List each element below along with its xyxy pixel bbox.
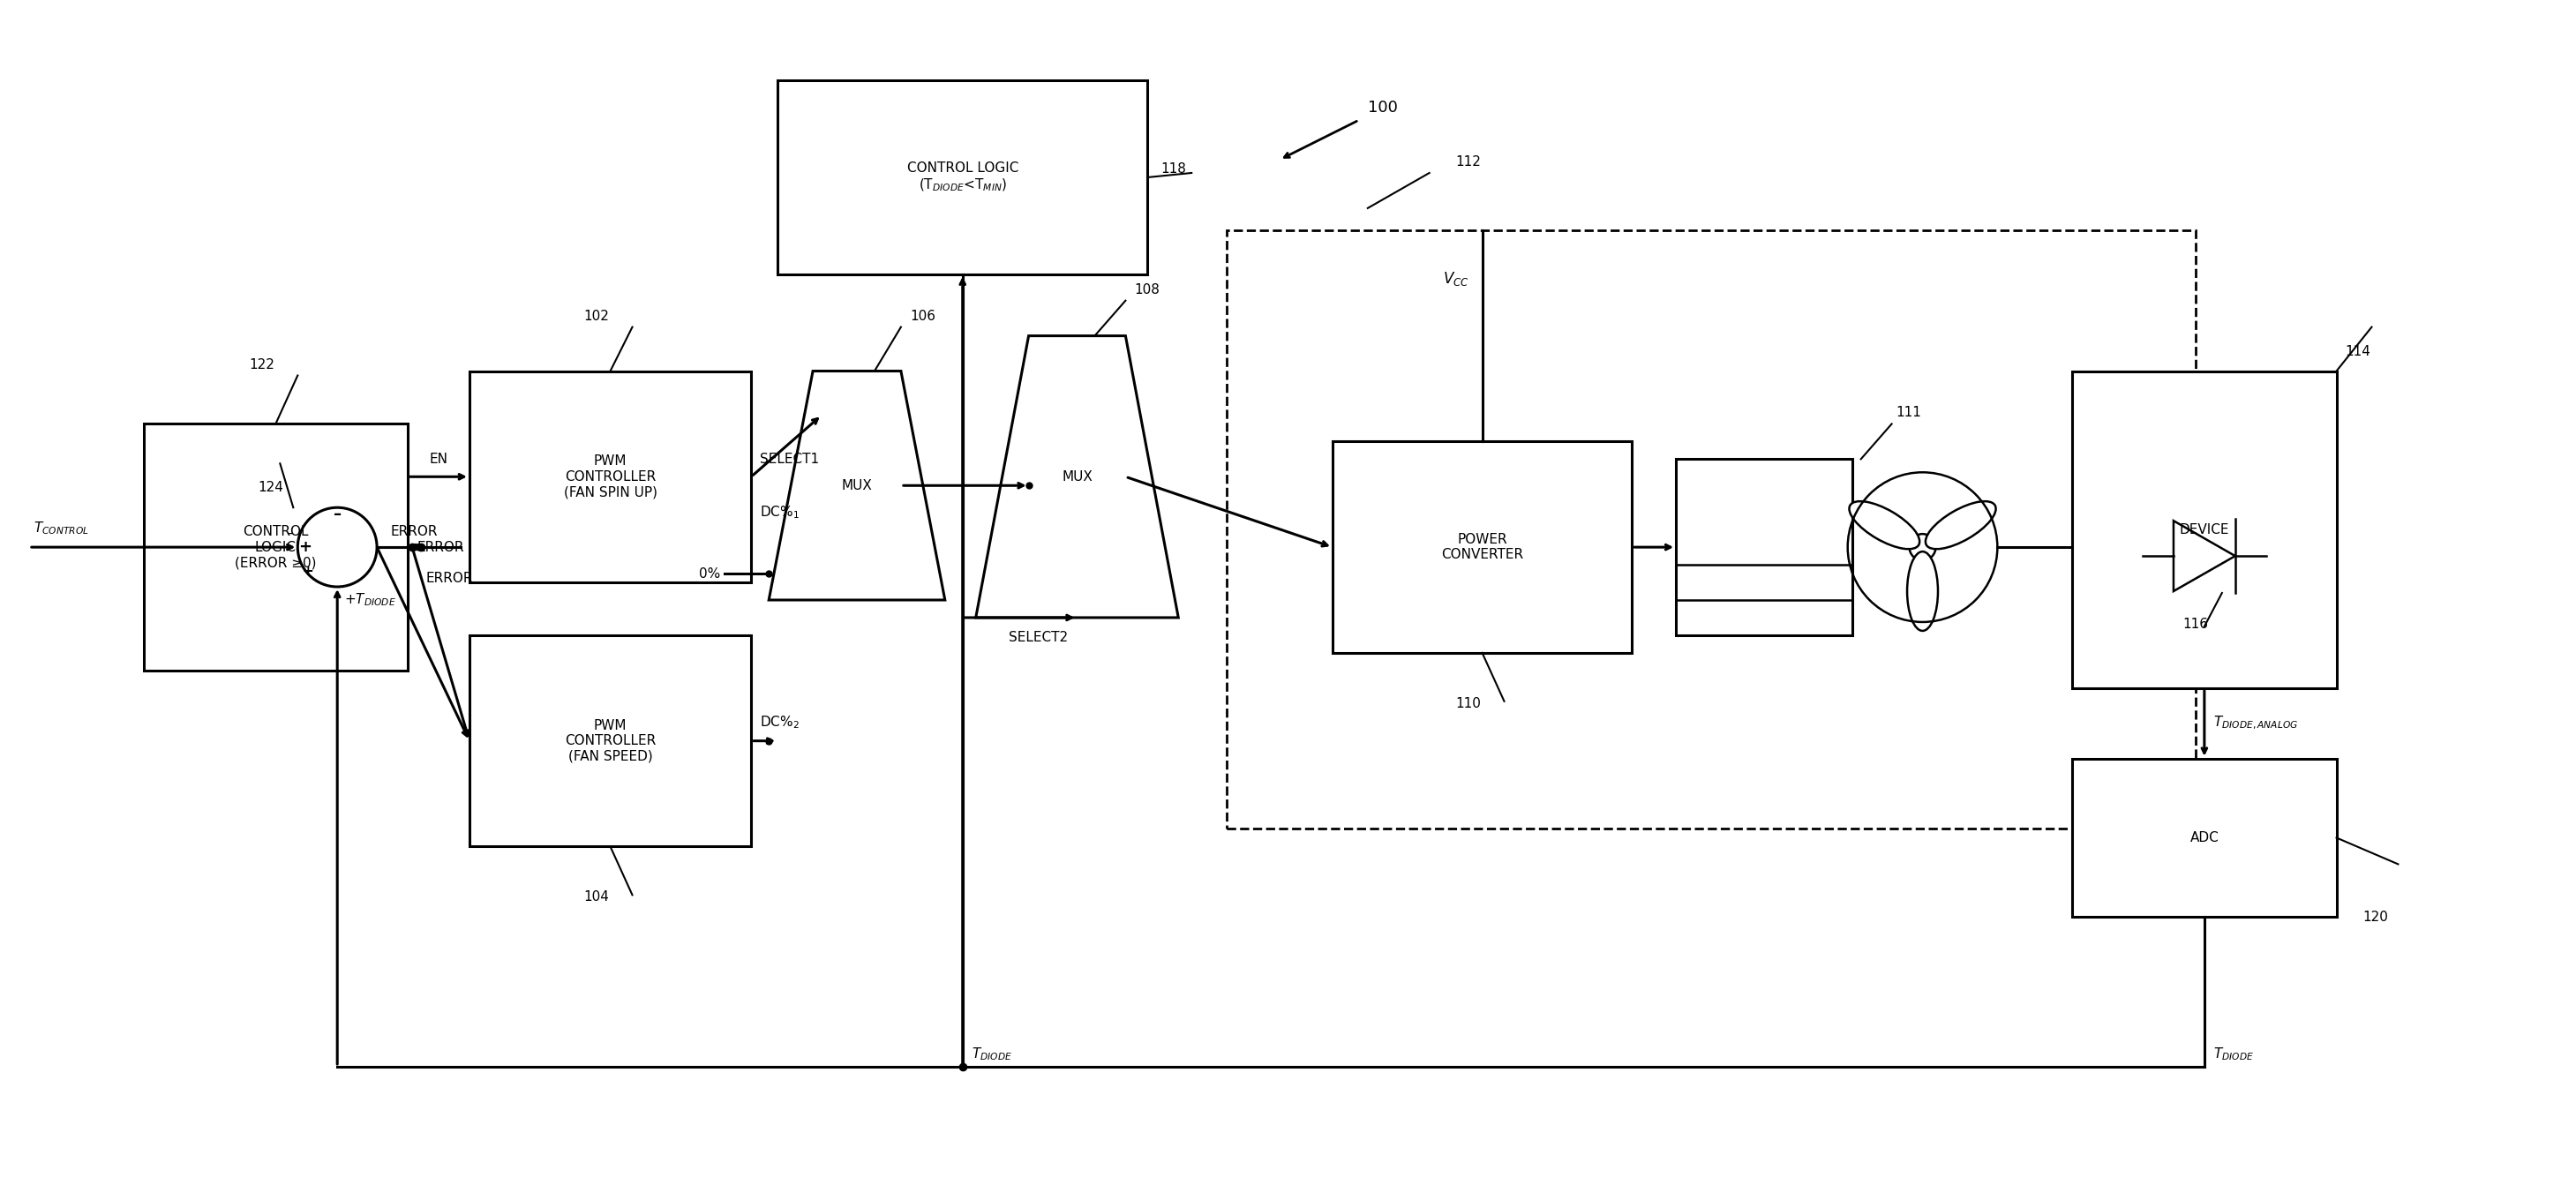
Text: $T_{DIODE}$: $T_{DIODE}$ — [971, 1045, 1012, 1062]
Text: ERROR: ERROR — [425, 572, 474, 586]
Text: 104: 104 — [585, 890, 611, 904]
Text: +$T_{DIODE}$: +$T_{DIODE}$ — [345, 592, 397, 607]
Polygon shape — [976, 336, 1177, 618]
Text: POWER
CONVERTER: POWER CONVERTER — [1440, 533, 1522, 562]
Text: 0%: 0% — [698, 566, 721, 581]
Text: 100: 100 — [1368, 100, 1399, 115]
FancyBboxPatch shape — [2071, 371, 2336, 688]
Text: 120: 120 — [2362, 911, 2388, 924]
Text: 108: 108 — [1133, 283, 1159, 296]
Text: MUX: MUX — [1061, 470, 1092, 484]
FancyBboxPatch shape — [469, 371, 752, 582]
Text: 111: 111 — [1896, 407, 1922, 420]
Text: EN: EN — [430, 452, 448, 466]
Text: SELECT1: SELECT1 — [760, 452, 819, 466]
Text: 112: 112 — [1455, 155, 1481, 168]
Text: ERROR: ERROR — [417, 540, 464, 553]
Text: 116: 116 — [2182, 618, 2208, 631]
Text: PWM
CONTROLLER
(FAN SPEED): PWM CONTROLLER (FAN SPEED) — [564, 719, 657, 763]
FancyBboxPatch shape — [1332, 442, 1633, 653]
Text: –: – — [332, 506, 340, 522]
Text: 122: 122 — [250, 358, 276, 371]
Text: 106: 106 — [909, 310, 935, 323]
Text: $T_{DIODE, ANALOG}$: $T_{DIODE, ANALOG}$ — [2213, 715, 2298, 732]
Text: SELECT2: SELECT2 — [1010, 631, 1069, 644]
Polygon shape — [768, 371, 945, 600]
FancyBboxPatch shape — [469, 635, 752, 846]
Text: ADC: ADC — [2190, 832, 2218, 845]
Text: DC%$_2$: DC%$_2$ — [760, 714, 799, 731]
Text: +: + — [301, 565, 314, 578]
FancyBboxPatch shape — [778, 80, 1146, 274]
FancyBboxPatch shape — [144, 424, 407, 671]
FancyBboxPatch shape — [2071, 758, 2336, 917]
Text: –: – — [286, 527, 294, 540]
Text: +: + — [299, 539, 312, 556]
Text: CONTROL
LOGIC
(ERROR ≥0): CONTROL LOGIC (ERROR ≥0) — [234, 526, 317, 569]
Ellipse shape — [1906, 552, 1937, 631]
Ellipse shape — [1924, 502, 1996, 550]
Text: MUX: MUX — [842, 479, 873, 492]
Text: CONTROL LOGIC
(T$_{DIODE}$<T$_{MIN}$): CONTROL LOGIC (T$_{DIODE}$<T$_{MIN}$) — [907, 161, 1018, 193]
Text: 118: 118 — [1162, 162, 1185, 175]
Text: 114: 114 — [2344, 344, 2370, 358]
Text: 102: 102 — [585, 310, 611, 323]
Ellipse shape — [1850, 502, 1919, 550]
Text: ERROR: ERROR — [392, 526, 438, 539]
Text: DC%$_1$: DC%$_1$ — [760, 504, 799, 521]
Polygon shape — [2174, 521, 2236, 592]
Text: $T_{DIODE}$: $T_{DIODE}$ — [2213, 1045, 2254, 1062]
Text: PWM
CONTROLLER
(FAN SPIN UP): PWM CONTROLLER (FAN SPIN UP) — [564, 455, 657, 499]
Circle shape — [299, 508, 376, 587]
Text: 124: 124 — [258, 481, 283, 494]
Text: 110: 110 — [1455, 697, 1481, 710]
Text: $T_{CONTROL}$: $T_{CONTROL}$ — [33, 520, 88, 536]
Text: $V_{CC}$: $V_{CC}$ — [1443, 270, 1468, 288]
Text: DEVICE: DEVICE — [2179, 523, 2228, 536]
Circle shape — [1909, 534, 1935, 560]
FancyBboxPatch shape — [1677, 460, 1852, 635]
